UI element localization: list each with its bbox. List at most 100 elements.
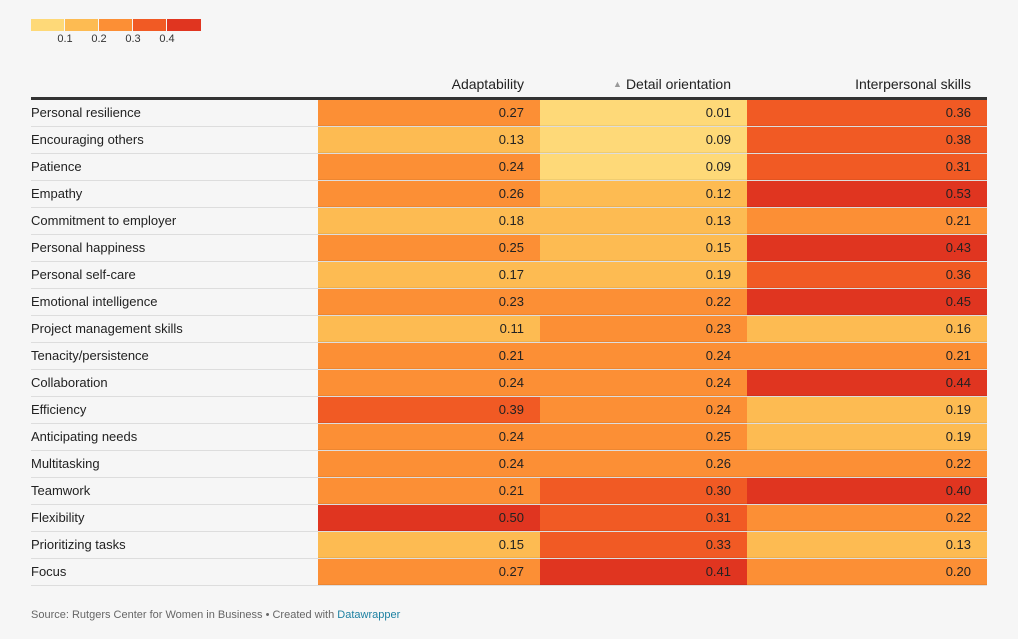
heatmap-cell: 0.26 <box>318 181 540 207</box>
heatmap-cell: 0.24 <box>540 397 747 423</box>
row-label: Patience <box>31 159 82 174</box>
table-row: Empathy 0.26 0.12 0.53 <box>31 181 987 208</box>
heatmap-cell: 0.50 <box>318 505 540 531</box>
column-header-label: Interpersonal skills <box>855 76 971 92</box>
heatmap-cell: 0.09 <box>540 127 747 153</box>
heatmap-cell: 0.11 <box>318 316 540 342</box>
legend-ticks: 0.1 0.2 0.3 0.4 <box>31 31 201 47</box>
table-header: Adaptability ▲ Detail orientation Interpe… <box>31 72 987 100</box>
table-row: Teamwork 0.21 0.30 0.40 <box>31 478 987 505</box>
heatmap-cell: 0.53 <box>747 181 987 207</box>
heatmap-cell: 0.45 <box>747 289 987 315</box>
legend-tick-label: 0.1 <box>57 33 73 45</box>
column-header-label: Detail orientation <box>625 76 731 92</box>
row-label: Project management skills <box>31 321 183 336</box>
heatmap-cell: 0.09 <box>540 154 747 180</box>
table-row: Commitment to employer 0.18 0.13 0.21 <box>31 208 987 235</box>
heatmap-cell: 0.15 <box>318 532 540 558</box>
heatmap-cell: 0.31 <box>747 154 987 180</box>
row-label: Focus <box>31 564 67 579</box>
table-row: Emotional intelligence 0.23 0.22 0.45 <box>31 289 987 316</box>
heatmap-cell: 0.01 <box>540 100 747 126</box>
row-label: Empathy <box>31 186 83 201</box>
row-label: Teamwork <box>31 483 91 498</box>
table-row: Personal happiness 0.25 0.15 0.43 <box>31 235 987 262</box>
header-label-column <box>31 72 318 97</box>
row-label: Prioritizing tasks <box>31 537 126 552</box>
legend-tick-label: 0.3 <box>125 33 141 45</box>
source-text: Source: Rutgers Center for Women in Busi… <box>31 609 338 621</box>
heatmap-cell: 0.26 <box>540 451 747 477</box>
heatmap-cell: 0.24 <box>318 154 540 180</box>
heatmap-cell: 0.44 <box>747 370 987 396</box>
heatmap-cell: 0.12 <box>540 181 747 207</box>
heatmap-cell: 0.25 <box>540 424 747 450</box>
heatmap-cell: 0.31 <box>540 505 747 531</box>
sort-ascending-icon: ▲ <box>613 79 622 89</box>
table-row: Encouraging others 0.13 0.09 0.38 <box>31 127 987 154</box>
row-label: Efficiency <box>31 402 87 417</box>
heatmap-cell: 0.24 <box>540 343 747 369</box>
color-legend: 0.1 0.2 0.3 0.4 <box>31 19 201 47</box>
heatmap-cell: 0.13 <box>318 127 540 153</box>
heatmap-cell: 0.24 <box>318 451 540 477</box>
legend-swatch <box>133 19 167 31</box>
heatmap-cell: 0.19 <box>540 262 747 288</box>
column-header-label: Adaptability <box>451 76 524 92</box>
row-label: Encouraging others <box>31 132 144 147</box>
heatmap-cell: 0.22 <box>747 505 987 531</box>
table-row: Prioritizing tasks 0.15 0.33 0.13 <box>31 532 987 559</box>
table-row: Personal resilience 0.27 0.01 0.36 <box>31 100 987 127</box>
heatmap-cell: 0.33 <box>540 532 747 558</box>
column-header-adaptability[interactable]: Adaptability <box>318 72 540 97</box>
table-row: Project management skills 0.11 0.23 0.16 <box>31 316 987 343</box>
heatmap-cell: 0.36 <box>747 262 987 288</box>
legend-swatch <box>167 19 201 31</box>
row-label: Flexibility <box>31 510 85 525</box>
heatmap-cell: 0.18 <box>318 208 540 234</box>
table-row: Focus 0.27 0.41 0.20 <box>31 559 987 586</box>
table-row: Anticipating needs 0.24 0.25 0.19 <box>31 424 987 451</box>
heatmap-cell: 0.13 <box>540 208 747 234</box>
heatmap-cell: 0.30 <box>540 478 747 504</box>
row-label: Personal resilience <box>31 105 141 120</box>
column-header-interpersonal-skills[interactable]: Interpersonal skills <box>747 72 987 97</box>
heatmap-cell: 0.13 <box>747 532 987 558</box>
heatmap-cell: 0.24 <box>318 370 540 396</box>
table-row: Personal self-care 0.17 0.19 0.36 <box>31 262 987 289</box>
row-label: Multitasking <box>31 456 100 471</box>
heatmap-cell: 0.27 <box>318 559 540 585</box>
row-label: Collaboration <box>31 375 108 390</box>
table-body: Personal resilience 0.27 0.01 0.36 Encouragi… <box>31 100 987 586</box>
heatmap-cell: 0.38 <box>747 127 987 153</box>
heatmap-cell: 0.23 <box>318 289 540 315</box>
row-label: Personal self-care <box>31 267 136 282</box>
heatmap-cell: 0.21 <box>747 208 987 234</box>
heatmap-cell: 0.39 <box>318 397 540 423</box>
heatmap-cell: 0.19 <box>747 424 987 450</box>
heatmap-cell: 0.22 <box>540 289 747 315</box>
footer-source: Source: Rutgers Center for Women in Busi… <box>31 609 400 621</box>
legend-tick-label: 0.2 <box>91 33 107 45</box>
legend-color-bar <box>31 19 201 31</box>
heatmap-cell: 0.25 <box>318 235 540 261</box>
column-header-detail-orientation[interactable]: ▲ Detail orientation <box>540 72 747 97</box>
table-row: Efficiency 0.39 0.24 0.19 <box>31 397 987 424</box>
heatmap-cell: 0.21 <box>318 478 540 504</box>
legend-swatch <box>65 19 99 31</box>
table-row: Multitasking 0.24 0.26 0.22 <box>31 451 987 478</box>
heatmap-cell: 0.36 <box>747 100 987 126</box>
heatmap-cell: 0.20 <box>747 559 987 585</box>
heatmap-cell: 0.21 <box>318 343 540 369</box>
heatmap-cell: 0.16 <box>747 316 987 342</box>
heatmap-cell: 0.22 <box>747 451 987 477</box>
legend-tick-label: 0.4 <box>159 33 175 45</box>
heatmap-cell: 0.21 <box>747 343 987 369</box>
row-label: Commitment to employer <box>31 213 177 228</box>
heatmap-cell: 0.40 <box>747 478 987 504</box>
heatmap-cell: 0.15 <box>540 235 747 261</box>
heatmap-cell: 0.23 <box>540 316 747 342</box>
datawrapper-link[interactable]: Datawrapper <box>337 609 401 621</box>
heatmap-cell: 0.17 <box>318 262 540 288</box>
heatmap-cell: 0.43 <box>747 235 987 261</box>
